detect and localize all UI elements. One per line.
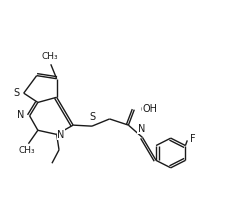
Text: O: O — [141, 105, 149, 115]
Text: N: N — [17, 110, 25, 120]
Text: F: F — [190, 134, 195, 144]
Text: S: S — [13, 88, 20, 98]
Text: CH₃: CH₃ — [19, 146, 35, 155]
Text: OH: OH — [143, 104, 158, 114]
Text: N: N — [138, 124, 145, 134]
Text: S: S — [89, 112, 95, 122]
Text: N: N — [57, 130, 65, 140]
Text: CH₃: CH₃ — [41, 52, 58, 61]
